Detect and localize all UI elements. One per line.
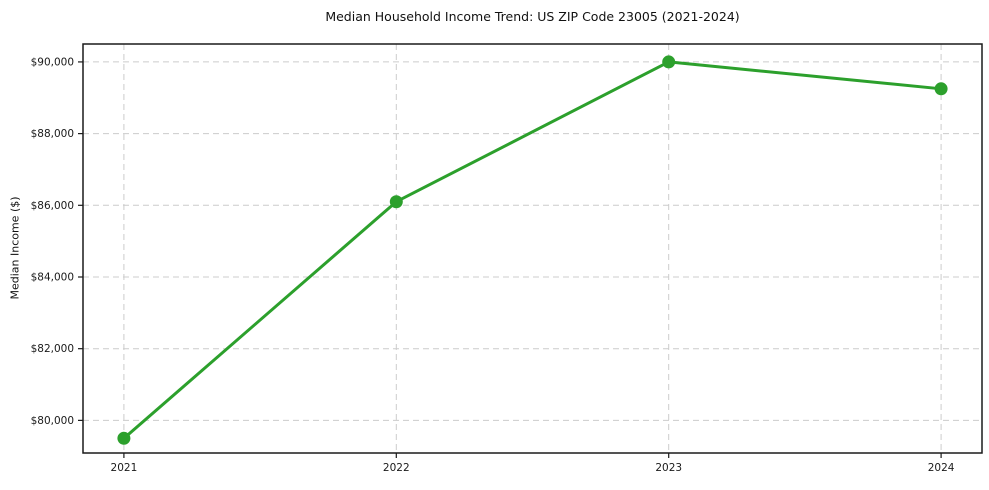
chart-title: Median Household Income Trend: US ZIP Co… (325, 9, 740, 24)
y-tick-label: $90,000 (31, 56, 74, 68)
y-tick-label: $86,000 (31, 200, 74, 212)
x-tick-label: 2021 (111, 462, 138, 474)
data-point-marker (117, 431, 131, 445)
data-point-marker (934, 82, 948, 96)
y-tick-label: $80,000 (31, 415, 74, 427)
x-tick-label: 2024 (928, 462, 955, 474)
trend-line (122, 60, 943, 440)
y-tick-label: $82,000 (31, 343, 74, 355)
data-point-marker (662, 55, 676, 69)
y-tick-label: $88,000 (31, 128, 74, 140)
x-tick-label: 2022 (383, 462, 410, 474)
x-tick-label: 2023 (655, 462, 682, 474)
y-tick-label: $84,000 (31, 271, 74, 283)
axes-border (82, 43, 983, 454)
data-point-marker (389, 195, 403, 209)
